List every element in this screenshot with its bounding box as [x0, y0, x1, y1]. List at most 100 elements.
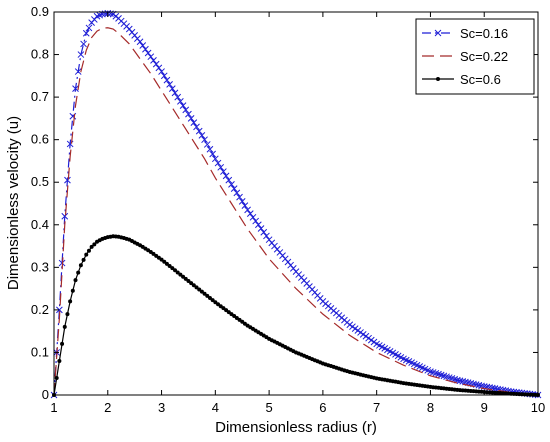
data-point	[228, 180, 235, 188]
data-point	[210, 298, 215, 303]
data-point	[233, 189, 241, 197]
data-point	[217, 163, 225, 171]
data-point	[207, 295, 212, 300]
data-point	[193, 123, 200, 131]
data-point	[170, 266, 175, 271]
data-point	[202, 291, 207, 296]
data-point	[150, 57, 157, 64]
data-point	[211, 155, 219, 163]
data-point	[191, 283, 196, 288]
data-point	[249, 213, 257, 221]
data-point	[86, 248, 91, 253]
data-point	[62, 324, 67, 329]
series-line	[53, 27, 539, 396]
data-point	[185, 110, 192, 118]
x-tick-label: 1	[50, 400, 57, 415]
y-tick-label: 0.5	[31, 174, 49, 189]
data-point	[163, 76, 171, 84]
data-point	[183, 276, 188, 281]
data-point	[205, 293, 210, 298]
data-point	[197, 287, 202, 292]
data-point	[139, 42, 147, 49]
data-point	[246, 210, 254, 217]
data-point	[85, 24, 93, 32]
series-layer	[50, 9, 542, 399]
data-point	[203, 141, 211, 148]
data-point	[82, 29, 90, 37]
y-tick-label: 0.9	[31, 4, 49, 19]
data-point	[60, 341, 65, 346]
data-point	[222, 172, 230, 180]
x-tick-label: 7	[373, 400, 380, 415]
x-tick-label: 8	[427, 400, 434, 415]
data-point	[56, 306, 63, 314]
data-point	[179, 102, 187, 109]
data-point	[201, 136, 208, 144]
data-point	[199, 289, 204, 294]
data-point	[142, 45, 149, 53]
data-point	[84, 252, 89, 257]
data-point	[68, 299, 73, 304]
data-point	[158, 68, 165, 75]
x-tick-label: 4	[212, 400, 219, 415]
data-point	[136, 38, 144, 46]
data-point	[195, 127, 203, 135]
data-point	[152, 60, 160, 68]
plot-area-frame	[53, 11, 539, 396]
x-tick-label: 5	[265, 400, 272, 415]
legend-box	[415, 18, 535, 95]
data-point	[257, 225, 265, 232]
data-point	[166, 80, 173, 88]
data-point	[186, 278, 191, 283]
data-point	[175, 270, 180, 275]
data-point	[173, 268, 177, 273]
legend-label: Sc=0.22	[460, 49, 508, 64]
y-tick-label: 0.6	[31, 132, 49, 147]
legend-marker	[436, 77, 440, 81]
data-point	[206, 145, 214, 153]
x-axis: 1 2 3 4 5 6 7 8 9 10	[50, 12, 545, 415]
data-point	[236, 193, 243, 201]
data-point	[80, 40, 87, 48]
data-point	[178, 272, 183, 277]
data-point	[263, 232, 270, 240]
data-point	[241, 202, 249, 209]
data-point	[159, 257, 164, 262]
legend: Sc=0.16 Sc=0.22 Sc=0.6	[415, 18, 535, 95]
data-point	[54, 375, 59, 380]
x-tick-label: 6	[319, 400, 326, 415]
data-point	[72, 85, 79, 92]
y-tick-label: 0.7	[31, 89, 49, 104]
x-tick-label: 3	[158, 400, 165, 415]
data-point	[162, 259, 167, 264]
data-point	[89, 244, 94, 249]
data-point	[74, 68, 82, 75]
series-sc-0-16	[50, 9, 542, 399]
y-tick-label: 0.2	[31, 302, 49, 317]
data-point	[244, 206, 251, 214]
y-axis-title: Dimensionless velocity (u)	[5, 116, 22, 290]
data-point	[177, 98, 184, 105]
data-point	[77, 51, 85, 58]
data-point	[260, 228, 268, 236]
legend-item: Sc=0.6	[422, 72, 501, 87]
data-point	[171, 89, 179, 97]
data-point	[189, 281, 194, 286]
data-point	[155, 64, 163, 72]
data-point	[214, 159, 222, 167]
data-point	[491, 385, 499, 392]
data-point	[220, 168, 227, 175]
data-point	[65, 312, 70, 317]
x-tick-label: 9	[481, 400, 488, 415]
data-point	[209, 150, 216, 158]
data-point	[64, 176, 71, 184]
legend-label: Sc=0.16	[460, 26, 508, 41]
legend-item: Sc=0.16	[422, 26, 508, 41]
data-point	[160, 72, 168, 80]
data-point	[255, 221, 262, 229]
data-point	[190, 119, 198, 126]
data-point	[168, 85, 176, 92]
data-point	[187, 115, 195, 122]
x-tick-label: 2	[104, 400, 111, 415]
data-point	[92, 242, 97, 247]
